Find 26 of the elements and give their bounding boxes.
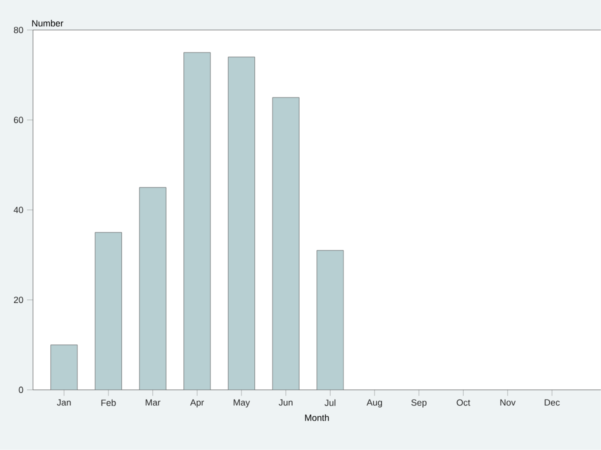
x-tick-label: Oct xyxy=(456,399,470,406)
bar xyxy=(228,56,255,390)
x-tick-label: Apr xyxy=(190,399,204,408)
y-tick-label: 60 xyxy=(14,116,24,124)
bar xyxy=(50,344,78,390)
x-tick-label: Nov xyxy=(500,399,516,406)
bar xyxy=(184,52,211,390)
x-tick-label: Jun xyxy=(278,399,292,406)
bar xyxy=(94,232,122,390)
x-tick-label: Sep xyxy=(411,399,427,408)
x-tick-label: Dec xyxy=(544,399,560,406)
x-tick-label: Feb xyxy=(101,399,116,406)
x-axis-title: Month xyxy=(305,414,329,422)
x-tick-label: Jan xyxy=(56,399,71,406)
x-tick-label: Aug xyxy=(366,399,382,408)
y-tick-label: 40 xyxy=(14,206,24,214)
x-tick-label: Mar xyxy=(146,399,160,406)
y-tick-label: 20 xyxy=(14,296,24,304)
y-tick-label: 0 xyxy=(18,386,24,394)
x-tick-label: May xyxy=(234,399,250,408)
bar xyxy=(139,187,166,390)
bar xyxy=(272,97,300,390)
x-tick-label: Jul xyxy=(324,399,336,406)
y-axis-title: Number xyxy=(32,20,64,27)
y-tick-label: 80 xyxy=(14,26,24,34)
bar xyxy=(316,250,344,390)
